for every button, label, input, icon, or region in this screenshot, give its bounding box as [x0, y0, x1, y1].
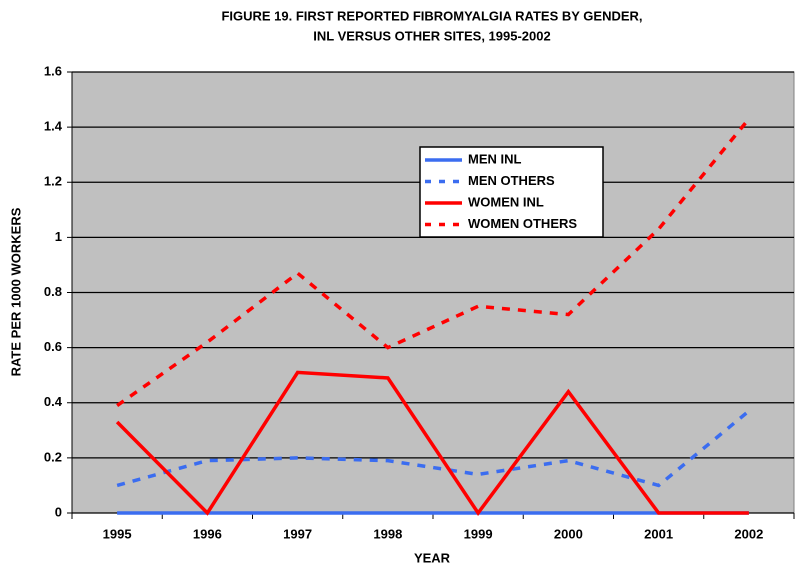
- series-line: [116, 409, 750, 488]
- chart-title: FIGURE 19. FIRST REPORTED FIBROMYALGIA R…: [221, 8, 642, 23]
- y-tick-label: 0.4: [44, 394, 63, 409]
- legend-label: MEN INL: [468, 151, 522, 166]
- x-axis-label: YEAR: [414, 550, 451, 565]
- y-tick-label: 1.2: [44, 174, 62, 189]
- x-tick-label: 2000: [554, 526, 583, 541]
- legend: [419, 146, 604, 238]
- legend-label: WOMEN INL: [468, 194, 544, 209]
- chart-title: INL VERSUS OTHER SITES, 1995-2002: [313, 28, 550, 43]
- y-tick-label: 0: [55, 504, 62, 519]
- y-tick-label: 0.8: [44, 284, 62, 299]
- y-tick-label: 1.6: [44, 63, 62, 78]
- y-tick-label: 0.2: [44, 449, 62, 464]
- series-line: [115, 370, 749, 517]
- x-tick-label: 1996: [193, 526, 222, 541]
- y-tick-label: 1: [55, 229, 62, 244]
- x-tick-label: 1998: [373, 526, 402, 541]
- x-tick-label: 2001: [644, 526, 673, 541]
- x-tick-label: 1999: [464, 526, 493, 541]
- x-tick-label: 2002: [734, 526, 763, 541]
- series-line: [116, 117, 751, 407]
- y-axis-label: RATE PER 1000 WORKERS: [8, 207, 23, 376]
- y-tick-label: 1.4: [44, 119, 63, 134]
- legend-label: MEN OTHERS: [468, 173, 555, 188]
- legend-label: WOMEN OTHERS: [468, 216, 577, 231]
- x-tick-label: 1997: [283, 526, 312, 541]
- x-tick-label: 1995: [103, 526, 132, 541]
- y-tick-label: 0.6: [44, 339, 62, 354]
